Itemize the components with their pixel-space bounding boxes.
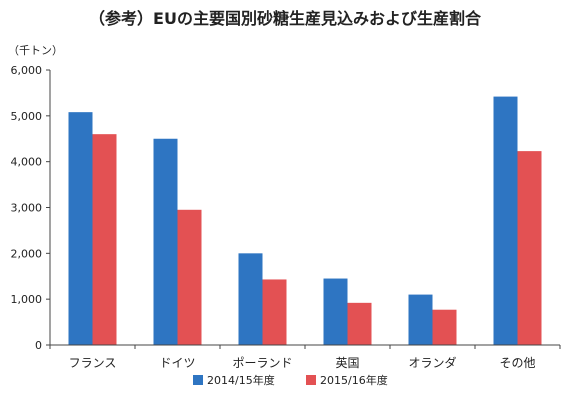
category-label: フランス [69, 356, 117, 370]
y-axis-ticks: 0 1,000 2,000 3,000 4,000 5,000 6,000 [11, 64, 50, 352]
bar-2014-15 [323, 278, 348, 345]
legend-label: 2015/16年度 [320, 373, 388, 387]
legend-swatch [193, 375, 203, 385]
bar-2014-15 [153, 138, 178, 345]
bar-2015-16 [92, 134, 117, 345]
category-label: オランダ [408, 355, 456, 370]
x-axis-labels: フランス ドイツ ポーランド 英国 オランダ その他 [69, 355, 536, 370]
bar-2014-15 [493, 96, 518, 345]
y-tick-label: 4,000 [11, 156, 43, 169]
legend-swatch [306, 375, 316, 385]
bar-2015-16 [517, 151, 542, 345]
legend-label: 2014/15年度 [207, 373, 275, 387]
y-tick-label: 2,000 [11, 247, 43, 260]
category-label: 英国 [335, 356, 359, 370]
bar-2014-15 [408, 294, 433, 345]
axes-group [49, 70, 561, 349]
y-tick-label: 6,000 [11, 64, 43, 77]
chart-title: （参考）EUの主要国別砂糖生産見込みおよび生産割合 [89, 9, 482, 28]
bar-2015-16 [347, 302, 372, 345]
y-tick-label: 1,000 [11, 293, 43, 306]
bar-2015-16 [432, 309, 457, 345]
y-axis-unit-label: （千トン） [8, 44, 63, 57]
bar-2015-16 [262, 279, 287, 345]
bar-2015-16 [177, 209, 202, 345]
bar-2014-15 [68, 112, 93, 346]
y-tick-label: 3,000 [11, 202, 43, 215]
category-label: ポーランド [232, 356, 292, 370]
y-tick-label: 5,000 [11, 110, 43, 123]
category-label: その他 [499, 356, 535, 370]
legend: 2014/15年度 2015/16年度 [193, 373, 388, 387]
bar-2014-15 [238, 253, 263, 345]
category-label: ドイツ [159, 356, 195, 370]
y-tick-label: 0 [35, 339, 42, 352]
bars-group [68, 96, 542, 346]
